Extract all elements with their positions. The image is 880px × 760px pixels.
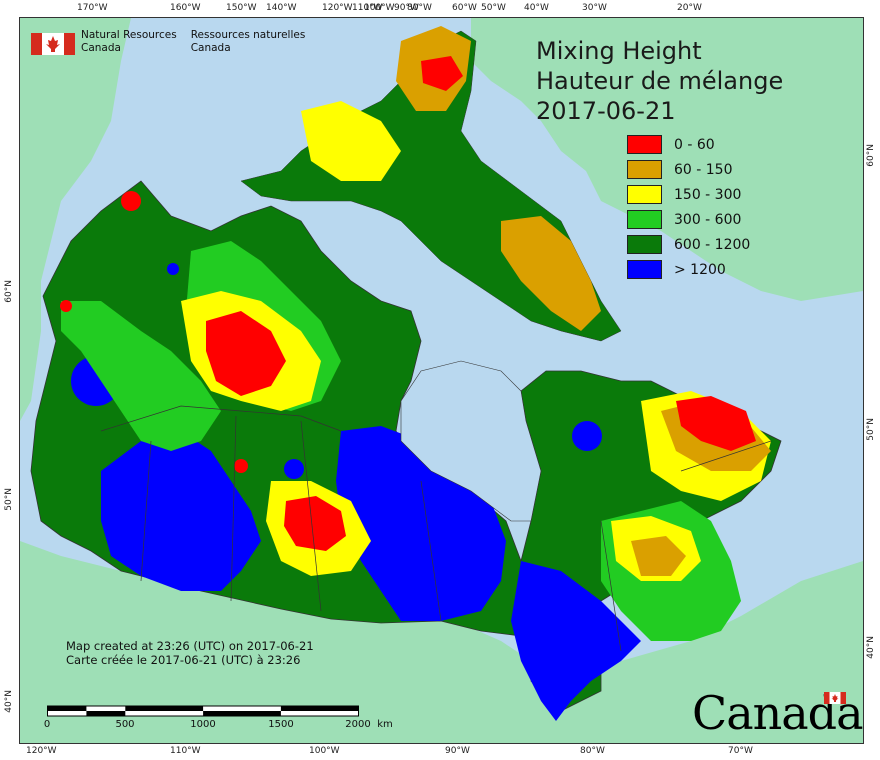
tick-bottom: 120°W (26, 746, 57, 756)
legend-item: 0 - 60 (627, 132, 750, 157)
tick-top: 60°W (452, 3, 477, 13)
zone-0-60 (206, 311, 286, 396)
scale-bar: 0 500 1000 1500 2000 km (44, 704, 393, 730)
zone-gt1200-ontario (511, 561, 641, 721)
tick-top: 90°W (394, 3, 419, 13)
legend-label: > 1200 (674, 261, 726, 278)
creation-note: Map created at 23:26 (UTC) on 2017-06-21… (66, 639, 314, 667)
tick-left: 40°N (4, 690, 14, 713)
agency-english: Natural Resources Canada (81, 29, 177, 55)
agency-french-line: Canada (190, 42, 231, 54)
tick-bottom: 110°W (170, 746, 201, 756)
scale-unit: km (377, 719, 393, 730)
title-french: Hauteur de mélange (536, 67, 784, 95)
map-canvas[interactable] (19, 17, 864, 744)
canada-flag-icon (31, 33, 75, 55)
tick-top: 170°W (77, 3, 108, 13)
legend-item: > 1200 (627, 257, 750, 282)
map-svg (20, 18, 863, 743)
tick-left: 50°N (4, 488, 14, 511)
zone-60-150 (631, 536, 686, 576)
scale-label: 2000 (345, 719, 371, 730)
legend-swatch (627, 235, 662, 254)
zone-gt1200-spot (167, 263, 179, 275)
tick-top: 150°W (226, 3, 257, 13)
scale-label: 0 (43, 719, 51, 730)
legend-label: 600 - 1200 (674, 236, 751, 253)
wordmark-flag-icon (824, 692, 846, 704)
legend-swatch (627, 160, 662, 179)
legend-item: 150 - 300 (627, 182, 750, 207)
alaska-landmass (20, 18, 131, 421)
zone-0-60 (284, 496, 346, 551)
creation-note-en: Map created at 23:26 (UTC) on 2017-06-21 (66, 639, 314, 653)
tick-top: 20°W (677, 3, 702, 13)
tick-top: 160°W (170, 3, 201, 13)
legend-label: 0 - 60 (674, 136, 715, 153)
greenland-landmass (471, 18, 863, 301)
map-title: Mixing Height Hauteur de mélange 2017-06… (536, 36, 783, 126)
zone-0-60-spot (234, 459, 248, 473)
creation-note-fr: Carte créée le 2017-06-21 (UTC) à 23:26 (66, 653, 301, 667)
agency-french: Ressources naturelles Canada (191, 29, 306, 55)
zone-60-150 (501, 216, 601, 331)
scale-label: 1500 (268, 719, 294, 730)
legend-label: 150 - 300 (674, 186, 742, 203)
tick-top: 100°W (364, 3, 395, 13)
foxe-basin (421, 291, 491, 346)
tick-bottom: 70°W (728, 746, 753, 756)
tick-bottom: 100°W (309, 746, 340, 756)
legend-swatch (627, 210, 662, 229)
legend-item: 300 - 600 (627, 207, 750, 232)
legend: 0 - 60 60 - 150 150 - 300 300 - 600 600 … (627, 132, 750, 282)
agency-signature: Natural Resources Canada Ressources natu… (31, 29, 319, 55)
legend-label: 300 - 600 (674, 211, 742, 228)
zone-gt1200-central (336, 426, 506, 621)
legend-item: 60 - 150 (627, 157, 750, 182)
legend-label: 60 - 150 (674, 161, 733, 178)
tick-top: 40°W (524, 3, 549, 13)
legend-item: 600 - 1200 (627, 232, 750, 257)
legend-swatch (627, 260, 662, 279)
zone-gt1200-west (101, 431, 261, 591)
zone-0-60 (676, 396, 756, 451)
tick-right: 40°N (866, 636, 876, 659)
tick-right: 60°N (866, 144, 876, 167)
provincial-boundaries (100, 405, 772, 652)
title-english: Mixing Height (536, 37, 702, 65)
tick-bottom: 80°W (580, 746, 605, 756)
agency-french-line: Ressources naturelles (190, 29, 306, 41)
tick-bottom: 90°W (445, 746, 470, 756)
legend-swatch (627, 135, 662, 154)
usa-landmass (20, 541, 863, 743)
scale-label: 1000 (190, 719, 216, 730)
tick-right: 50°N (866, 418, 876, 441)
legend-swatch (627, 185, 662, 204)
zone-gt1200-spot (284, 459, 304, 479)
agency-english-line: Natural Resources (81, 29, 177, 41)
agency-english-line: Canada (81, 42, 121, 54)
zone-0-60-spot (60, 300, 72, 312)
tick-top: 110°W (352, 3, 383, 13)
zone-300-600-west (61, 301, 221, 451)
tick-top: 140°W (266, 3, 297, 13)
zone-150-300 (301, 101, 401, 181)
scale-bar-graphic (47, 705, 359, 717)
title-date: 2017-06-21 (536, 97, 676, 125)
zone-gt1200-spot (572, 421, 602, 451)
tick-top: 50°W (481, 3, 506, 13)
zone-0-60-spot (121, 191, 141, 211)
hudson-bay (400, 360, 542, 522)
tick-left: 60°N (4, 280, 14, 303)
zone-0-60 (421, 56, 463, 91)
tick-top: 80°W (407, 3, 432, 13)
scale-label: 500 (115, 719, 135, 730)
tick-top: 120°W (322, 3, 353, 13)
tick-top: 30°W (582, 3, 607, 13)
